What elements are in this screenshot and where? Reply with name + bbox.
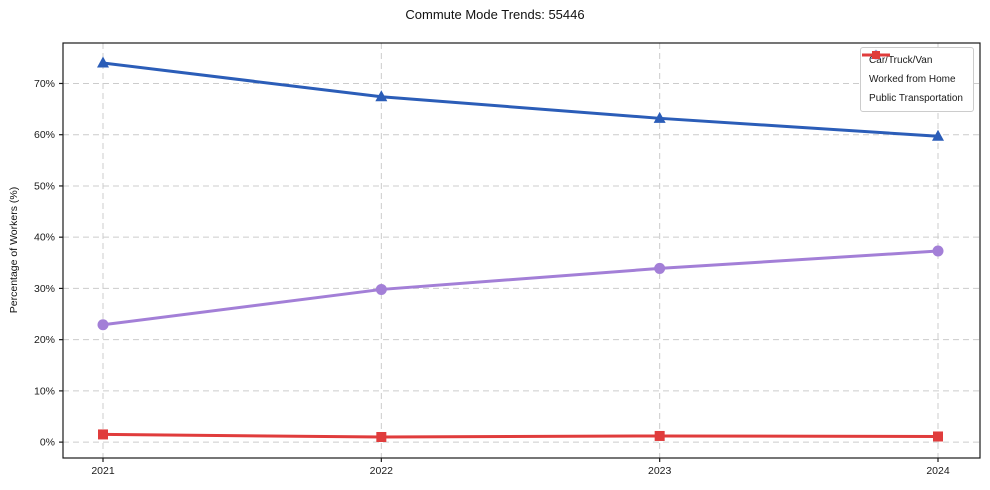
y-tick-label: 40% — [34, 232, 55, 244]
legend-label: Public Transportation — [869, 93, 963, 104]
data-point-square — [933, 431, 943, 442]
y-tick-label: 50% — [34, 180, 55, 192]
y-tick-label: 60% — [34, 129, 55, 141]
y-tick-label: 30% — [34, 283, 55, 295]
x-tick-label: 2021 — [91, 465, 115, 477]
legend-label: Car/Truck/Van — [869, 55, 933, 66]
legend-entry-public-transportation: Public Transportation — [862, 51, 963, 106]
data-point-circle — [97, 319, 109, 331]
grid — [63, 43, 980, 458]
x-tick-label: 2023 — [648, 465, 672, 477]
series-worked-from-home — [97, 245, 944, 331]
y-tick-label: 70% — [34, 78, 55, 90]
data-point-circle — [654, 262, 666, 274]
axis-frame — [62, 42, 981, 459]
data-point-triangle — [932, 129, 944, 141]
legend-label: Worked from Home — [869, 74, 956, 85]
legend-square-marker-icon — [862, 51, 891, 59]
series-line — [101, 61, 940, 138]
data-point-circle — [375, 283, 387, 295]
legend: Car/Truck/Van Worked from Home Public Tran… — [860, 47, 974, 112]
chart-title: Commute Mode Trends: 55446 — [405, 7, 585, 22]
x-tick-label: 2022 — [370, 465, 394, 477]
series-car-truck-van — [97, 56, 944, 141]
data-point-circle — [932, 245, 944, 257]
data-point-square — [376, 431, 387, 442]
data-point-square — [654, 430, 665, 441]
data-point-triangle — [375, 90, 388, 102]
series-public-transportation — [98, 429, 943, 442]
y-tick-label: 20% — [34, 334, 55, 346]
x-tick-label: 2024 — [926, 465, 950, 477]
y-tick-label: 0% — [40, 437, 55, 449]
y-tick-label: 10% — [34, 385, 55, 397]
legend-entry-worked-from-home: Worked from Home — [862, 50, 963, 87]
data-point-triangle — [653, 111, 666, 123]
data-point-square — [98, 429, 108, 440]
axis-ticks: 0% 10% 20% 30% 40% 50% 60% 70% 2021 2022 2023 2024 — [34, 78, 950, 477]
series-line — [101, 432, 940, 439]
series-line — [101, 249, 940, 327]
data-point-triangle — [97, 56, 109, 68]
